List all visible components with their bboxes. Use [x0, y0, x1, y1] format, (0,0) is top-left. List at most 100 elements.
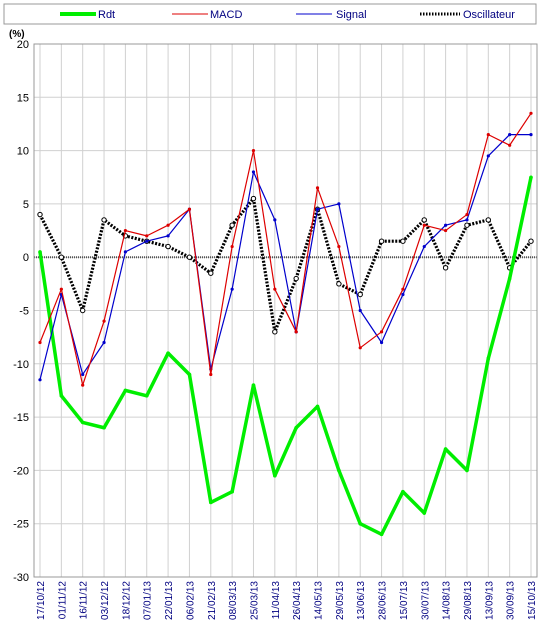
- data-point: [293, 275, 299, 282]
- x-tick-label: 25/03/13: [249, 581, 260, 620]
- data-point: [123, 228, 127, 233]
- data-point: [166, 351, 170, 355]
- data-point: [165, 243, 171, 250]
- y-tick-label: 10: [17, 146, 29, 158]
- data-point: [401, 287, 405, 291]
- data-point: [102, 340, 106, 345]
- series-rdt: [38, 175, 533, 537]
- data-point: [294, 330, 298, 334]
- data-point: [400, 238, 406, 244]
- x-tick-label: 30/07/13: [420, 581, 431, 620]
- data-point: [145, 234, 149, 238]
- data-point: [358, 308, 362, 313]
- data-point: [81, 372, 85, 377]
- x-tick-label: 26/04/13: [292, 581, 303, 620]
- data-point: [379, 340, 384, 345]
- data-point: [379, 330, 384, 334]
- y-axis-ticks: 20 15 10 5 0 -5 -10 -15 -20 -25 -30: [13, 39, 29, 584]
- x-tick-label: 22/01/13: [164, 581, 175, 620]
- data-point: [186, 254, 193, 260]
- data-point: [529, 111, 533, 115]
- data-point: [507, 276, 512, 281]
- x-tick-label: 30/09/13: [506, 581, 517, 620]
- data-point: [208, 500, 213, 505]
- data-point: [251, 149, 256, 153]
- legend-oscillateur-label: Oscillateur: [463, 9, 515, 21]
- data-point: [464, 222, 470, 228]
- data-point: [230, 287, 234, 291]
- data-point: [442, 265, 449, 271]
- data-point: [465, 468, 469, 473]
- x-tick-label: 08/03/13: [228, 581, 239, 620]
- data-point: [102, 425, 106, 430]
- data-point: [444, 223, 448, 227]
- x-tick-label: 01/11/12: [57, 581, 68, 620]
- series-oscillateur: [37, 195, 534, 335]
- data-point: [79, 307, 86, 314]
- series-line-rdt: [38, 176, 533, 537]
- data-point: [294, 425, 298, 430]
- legend-rdt-label: Rdt: [98, 9, 115, 21]
- y-tick-label: -25: [13, 519, 29, 531]
- data-point: [337, 244, 341, 249]
- data-point: [444, 228, 448, 233]
- x-tick-label: 15/07/13: [399, 581, 410, 620]
- data-point: [102, 319, 106, 323]
- x-tick-label: 15/10/13: [527, 581, 538, 620]
- data-point: [401, 292, 405, 297]
- plot-frame: [33, 43, 538, 578]
- y-tick-label: -20: [13, 465, 29, 477]
- y-tick-label: 5: [23, 199, 29, 211]
- data-point: [59, 393, 64, 398]
- legend-frame: [3, 3, 537, 25]
- data-point: [358, 346, 362, 350]
- y-tick-label: 0: [23, 252, 29, 264]
- series-line-oscillateur: [38, 196, 533, 334]
- x-tick-label: 13/06/13: [356, 581, 367, 620]
- data-point: [485, 217, 492, 223]
- data-point: [123, 250, 127, 254]
- y-tick-label: -5: [19, 306, 29, 318]
- data-point: [251, 383, 256, 387]
- x-tick-label: 29/05/13: [335, 581, 346, 620]
- data-point: [422, 244, 426, 249]
- x-tick-label: 03/12/12: [100, 581, 111, 620]
- data-point: [357, 291, 363, 298]
- data-point: [508, 143, 512, 147]
- legend-signal-label: Signal: [336, 9, 367, 21]
- data-point: [81, 383, 85, 387]
- data-point: [58, 254, 65, 260]
- legend-macd-label: MACD: [210, 9, 242, 21]
- data-point: [166, 223, 170, 227]
- series-layer: [37, 111, 534, 537]
- legend: Rdt MACD Signal Oscillateur: [3, 3, 537, 25]
- data-point: [337, 202, 341, 206]
- x-axis-ticks: 17/10/12 01/11/12 16/11/12 03/12/12 18/12/12…: [36, 581, 538, 620]
- data-point: [465, 218, 469, 222]
- data-point: [38, 378, 42, 382]
- data-point: [529, 133, 533, 137]
- data-point: [208, 270, 214, 276]
- data-point: [145, 239, 149, 243]
- data-point: [379, 532, 384, 537]
- data-point: [144, 393, 149, 398]
- data-point: [273, 287, 277, 291]
- data-point: [528, 238, 534, 244]
- series-line-macd: [39, 112, 532, 386]
- data-point: [272, 329, 278, 335]
- data-point: [358, 521, 363, 526]
- data-point: [486, 133, 490, 137]
- data-point: [123, 388, 128, 393]
- data-point: [273, 473, 277, 478]
- data-point: [273, 218, 277, 222]
- data-point: [80, 420, 85, 425]
- data-point: [421, 217, 427, 223]
- data-point: [315, 404, 320, 409]
- x-tick-label: 14/05/13: [314, 581, 325, 620]
- data-point: [443, 447, 448, 451]
- x-tick-label: 29/08/13: [463, 581, 474, 620]
- x-tick-label: 07/01/13: [143, 581, 154, 620]
- x-tick-label: 21/02/13: [207, 581, 218, 620]
- data-point: [465, 212, 469, 217]
